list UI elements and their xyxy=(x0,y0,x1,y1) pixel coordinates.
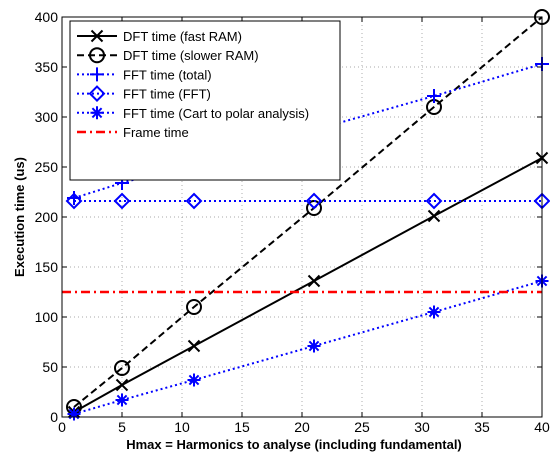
data-point xyxy=(307,274,321,288)
data-point xyxy=(113,192,131,210)
data-point xyxy=(67,407,81,421)
x-tick-label: 35 xyxy=(474,419,490,435)
y-tick-label: 0 xyxy=(50,409,58,425)
data-point xyxy=(114,360,130,376)
y-tick-label: 150 xyxy=(35,259,59,275)
x-tick-label: 40 xyxy=(534,419,550,435)
legend-item: DFT time (fast RAM) xyxy=(77,29,242,44)
legend-item: FFT time (total) xyxy=(77,67,212,82)
y-tick-label: 200 xyxy=(35,209,59,225)
y-tick-label: 50 xyxy=(42,359,58,375)
data-point xyxy=(115,393,129,407)
data-point xyxy=(88,85,106,103)
x-tick-label: 5 xyxy=(118,419,126,435)
x-axis-label: Hmax = Harmonics to analyse (including f… xyxy=(126,437,462,452)
data-point xyxy=(185,192,203,210)
x-tick-label: 10 xyxy=(174,419,190,435)
legend-label: FFT time (total) xyxy=(123,67,212,82)
legend-item: Frame time xyxy=(77,125,189,140)
data-point xyxy=(427,89,441,103)
data-point xyxy=(307,339,321,353)
y-tick-label: 100 xyxy=(35,309,59,325)
data-point xyxy=(305,192,323,210)
data-point xyxy=(90,106,104,120)
data-point xyxy=(427,305,441,319)
x-tick-label: 0 xyxy=(58,419,66,435)
data-point xyxy=(186,299,202,315)
legend-label: FFT time (Cart to polar analysis) xyxy=(123,106,309,121)
y-tick-label: 400 xyxy=(35,9,59,25)
legend-item: FFT time (FFT) xyxy=(77,85,211,103)
series-line xyxy=(73,280,543,415)
data-point xyxy=(425,192,443,210)
data-point xyxy=(89,47,105,64)
y-tick-label: 250 xyxy=(35,159,59,175)
y-tick-label: 350 xyxy=(35,59,59,75)
legend: DFT time (fast RAM) DFT time (slower RAM)… xyxy=(69,20,341,181)
series-line xyxy=(73,16,543,408)
legend-label: FFT time (FFT) xyxy=(123,87,211,102)
x-tick-label: 30 xyxy=(414,419,430,435)
legend-item: DFT time (slower RAM) xyxy=(77,47,259,64)
legend-item: FFT time (Cart to polar analysis) xyxy=(77,106,309,121)
legend-box xyxy=(69,20,341,181)
data-point xyxy=(90,29,104,43)
series-line xyxy=(73,157,543,413)
legend-label: Frame time xyxy=(123,125,189,140)
y-tick-label: 300 xyxy=(35,109,59,125)
data-point xyxy=(90,67,104,82)
data-point xyxy=(65,192,83,210)
y-axis-label: Execution time (us) xyxy=(12,157,27,277)
series-line xyxy=(73,63,543,199)
legend-label: DFT time (fast RAM) xyxy=(123,29,242,44)
data-point xyxy=(187,373,201,387)
data-point xyxy=(187,339,201,353)
x-tick-label: 15 xyxy=(234,419,250,435)
legend-label: DFT time (slower RAM) xyxy=(123,48,259,63)
series-4 xyxy=(65,192,550,210)
x-tick-label: 25 xyxy=(354,419,370,435)
data-point xyxy=(427,209,441,223)
x-tick-label: 20 xyxy=(294,419,310,435)
data-point xyxy=(115,378,129,392)
